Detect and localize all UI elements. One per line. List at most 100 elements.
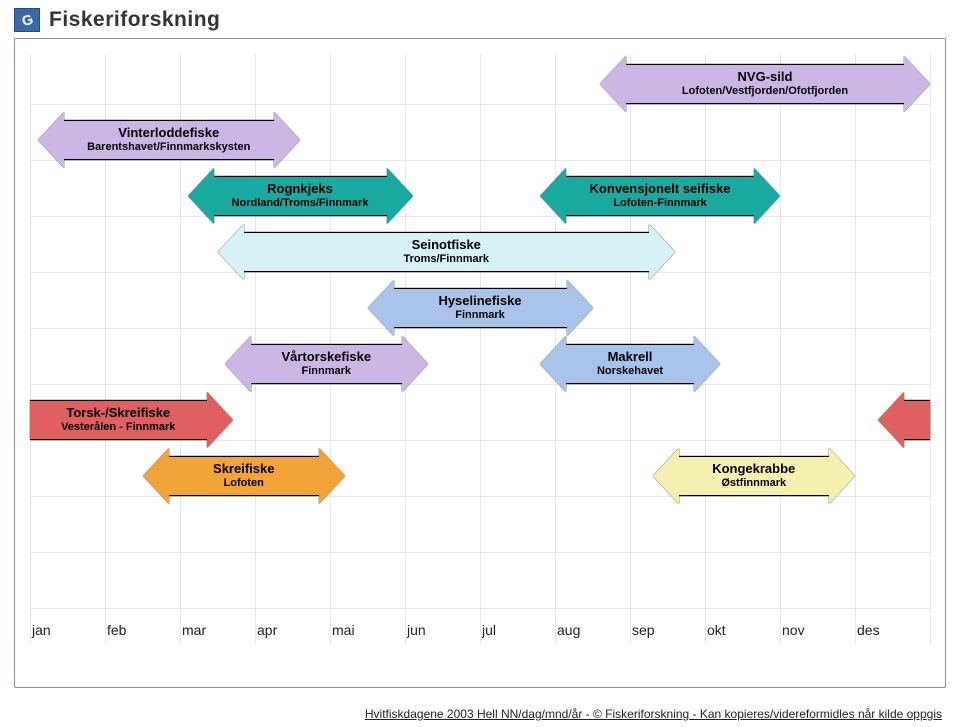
arrow-head-left-icon xyxy=(368,280,394,336)
month-label: jan xyxy=(30,622,105,644)
konvensjonelt-seifiske-subtitle: Lofoten-Finnmark xyxy=(613,197,707,210)
month-label: mar xyxy=(180,622,255,644)
arrow-head-left-icon xyxy=(540,336,566,392)
arrow-head-left-icon xyxy=(225,336,251,392)
month-label: mai xyxy=(330,622,405,644)
nvg-sild-body: NVG-sildLofoten/Vestfjorden/Ofotfjorden xyxy=(626,64,904,104)
hyselinefiske-arrow: HyselinefiskeFinnmark xyxy=(368,288,593,328)
row-line xyxy=(30,384,930,385)
arrow-head-right-icon xyxy=(694,336,720,392)
arrow-head-right-icon xyxy=(649,224,675,280)
arrow-head-left-icon xyxy=(653,448,679,504)
rognkjeks-arrow: RognkjeksNordland/Troms/Finnmark xyxy=(188,176,413,216)
konvensjonelt-seifiske-body: Konvensjonelt seifiskeLofoten-Finnmark xyxy=(566,176,754,216)
month-label: feb xyxy=(105,622,180,644)
month-label: jun xyxy=(405,622,480,644)
skreifiske-subtitle: Lofoten xyxy=(224,477,264,490)
nvg-sild-subtitle: Lofoten/Vestfjorden/Ofotfjorden xyxy=(682,85,848,98)
arrow-head-left-icon xyxy=(878,392,904,448)
vinterloddefiske-arrow: VinterloddefiskeBarentshavet/Finnmarksky… xyxy=(38,120,301,160)
hyselinefiske-subtitle: Finnmark xyxy=(455,309,505,322)
gridline xyxy=(480,54,481,644)
vinterloddefiske-title: Vinterloddefiske xyxy=(118,126,219,141)
seinotfiske-body: SeinotfiskeTroms/Finnmark xyxy=(244,232,650,272)
nvg-sild-title: NVG-sild xyxy=(738,70,793,85)
arrow-head-right-icon xyxy=(567,280,593,336)
seinotfiske-title: Seinotfiske xyxy=(412,238,481,253)
row-line xyxy=(30,608,930,609)
header: G Fiskeriforskning xyxy=(0,0,960,36)
arrow-head-left-icon xyxy=(218,224,244,280)
arrow-head-right-icon xyxy=(829,448,855,504)
makrell-subtitle: Norskehavet xyxy=(597,365,663,378)
arrow-head-left-icon xyxy=(143,448,169,504)
arrow-head-left-icon xyxy=(38,112,64,168)
torsk-skreifiske-subtitle: Vesterålen - Finnmark xyxy=(61,421,175,434)
gridline xyxy=(930,54,931,644)
seinotfiske-arrow: SeinotfiskeTroms/Finnmark xyxy=(218,232,676,272)
arrow-head-left-icon xyxy=(540,168,566,224)
kongekrabbe-body: KongekrabbeØstfinnmark xyxy=(679,456,830,496)
logo-icon: G xyxy=(14,8,40,32)
vartorskefiske-subtitle: Finnmark xyxy=(301,365,351,378)
torsk-skreifiske-tail-body xyxy=(904,400,931,440)
konvensjonelt-seifiske-title: Konvensjonelt seifiske xyxy=(590,182,731,197)
torsk-skreifiske-tail-arrow xyxy=(878,400,931,440)
month-label: des xyxy=(855,622,930,644)
arrow-head-right-icon xyxy=(402,336,428,392)
month-label: okt xyxy=(705,622,780,644)
month-label: aug xyxy=(555,622,630,644)
kongekrabbe-arrow: KongekrabbeØstfinnmark xyxy=(653,456,856,496)
makrell-title: Makrell xyxy=(608,350,653,365)
torsk-skreifiske-body: Torsk-/SkreifiskeVesterålen - Finnmark xyxy=(30,400,207,440)
vartorskefiske-body: VårtorskefiskeFinnmark xyxy=(251,344,402,384)
row-line xyxy=(30,216,930,217)
brand-title: Fiskeriforskning xyxy=(49,8,220,32)
arrow-head-left-icon xyxy=(600,56,626,112)
makrell-body: MakrellNorskehavet xyxy=(566,344,694,384)
torsk-skreifiske-arrow: Torsk-/SkreifiskeVesterålen - Finnmark xyxy=(30,400,233,440)
row-line xyxy=(30,104,930,105)
skreifiske-arrow: SkreifiskeLofoten xyxy=(143,456,346,496)
nvg-sild-arrow: NVG-sildLofoten/Vestfjorden/Ofotfjorden xyxy=(600,64,930,104)
month-axis: janfebmaraprmaijunjulaugsepoktnovdes xyxy=(30,622,930,644)
arrow-head-right-icon xyxy=(207,392,233,448)
skreifiske-body: SkreifiskeLofoten xyxy=(169,456,320,496)
vinterloddefiske-subtitle: Barentshavet/Finnmarkskysten xyxy=(87,141,250,154)
seinotfiske-subtitle: Troms/Finnmark xyxy=(403,253,489,266)
hyselinefiske-body: HyselinefiskeFinnmark xyxy=(394,288,567,328)
vinterloddefiske-body: VinterloddefiskeBarentshavet/Finnmarksky… xyxy=(64,120,275,160)
konvensjonelt-seifiske-arrow: Konvensjonelt seifiskeLofoten-Finnmark xyxy=(540,176,780,216)
gridline xyxy=(855,54,856,644)
kongekrabbe-subtitle: Østfinnmark xyxy=(721,477,786,490)
row-line xyxy=(30,552,930,553)
skreifiske-title: Skreifiske xyxy=(213,462,274,477)
kongekrabbe-title: Kongekrabbe xyxy=(712,462,795,477)
rognkjeks-subtitle: Nordland/Troms/Finnmark xyxy=(232,197,369,210)
rognkjeks-title: Rognkjeks xyxy=(267,182,333,197)
vartorskefiske-title: Vårtorskefiske xyxy=(281,350,371,365)
arrow-head-right-icon xyxy=(904,56,930,112)
makrell-arrow: MakrellNorskehavet xyxy=(540,344,720,384)
gridline xyxy=(780,54,781,644)
footer-text: Hvitfiskdagene 2003 Hell NN/dag/mnd/år -… xyxy=(365,707,942,721)
month-label: apr xyxy=(255,622,330,644)
arrow-head-right-icon xyxy=(274,112,300,168)
row-line xyxy=(30,160,930,161)
vartorskefiske-arrow: VårtorskefiskeFinnmark xyxy=(225,344,428,384)
month-label: jul xyxy=(480,622,555,644)
arrow-head-left-icon xyxy=(188,168,214,224)
row-line xyxy=(30,440,930,441)
month-label: nov xyxy=(780,622,855,644)
rognkjeks-body: RognkjeksNordland/Troms/Finnmark xyxy=(214,176,387,216)
torsk-skreifiske-title: Torsk-/Skreifiske xyxy=(66,406,170,421)
arrow-head-right-icon xyxy=(754,168,780,224)
month-label: sep xyxy=(630,622,705,644)
gridline xyxy=(30,54,31,644)
arrow-head-right-icon xyxy=(387,168,413,224)
row-line xyxy=(30,328,930,329)
hyselinefiske-title: Hyselinefiske xyxy=(438,294,521,309)
arrow-head-right-icon xyxy=(319,448,345,504)
row-line xyxy=(30,272,930,273)
timeline-chart: janfebmaraprmaijunjulaugsepoktnovdes NVG-… xyxy=(30,54,930,644)
